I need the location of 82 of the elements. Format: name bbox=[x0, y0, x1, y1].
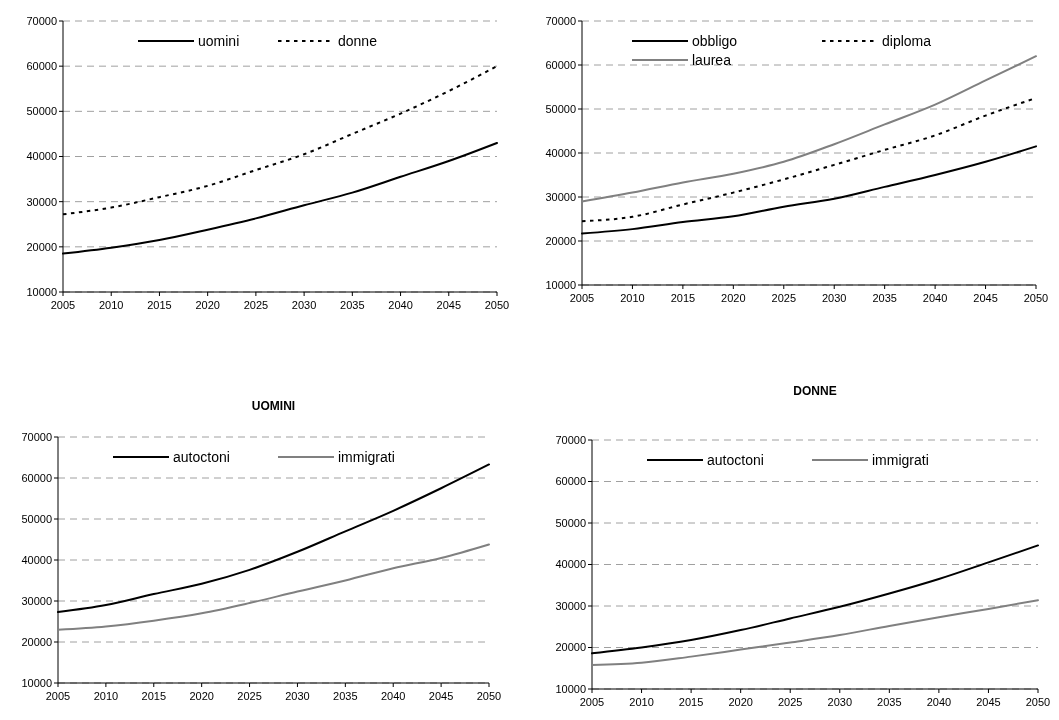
y-tick-label: 70000 bbox=[26, 14, 57, 27]
chart-title: DONNE bbox=[793, 384, 837, 398]
x-tick-label: 2010 bbox=[93, 690, 119, 702]
y-tick-label: 30000 bbox=[545, 190, 576, 203]
x-tick-label: 2045 bbox=[436, 299, 462, 311]
y-tick-label: 10000 bbox=[21, 676, 52, 689]
legend-label: uomini bbox=[198, 32, 240, 49]
x-tick-label: 2050 bbox=[1025, 696, 1051, 708]
x-tick-label: 2030 bbox=[827, 696, 853, 708]
chart-title: UOMINI bbox=[251, 399, 296, 413]
x-tick-label: 2050 bbox=[484, 299, 510, 311]
x-tick-label: 2035 bbox=[333, 690, 358, 702]
y-tick-label: 60000 bbox=[26, 60, 57, 73]
line-series bbox=[581, 55, 1037, 203]
x-tick-label: 2025 bbox=[777, 696, 803, 708]
x-tick-label: 2010 bbox=[98, 299, 124, 311]
x-tick-label: 2020 bbox=[728, 696, 753, 708]
x-tick-label: 2035 bbox=[877, 696, 902, 708]
y-tick-label: 60000 bbox=[545, 58, 576, 71]
x-tick-label: 2005 bbox=[569, 292, 595, 304]
x-tick-label: 2045 bbox=[976, 696, 1001, 708]
x-tick-label: 2015 bbox=[670, 292, 696, 304]
x-tick-label: 2040 bbox=[922, 292, 948, 304]
x-tick-label: 2030 bbox=[821, 292, 847, 304]
x-tick-label: 2025 bbox=[237, 690, 262, 702]
legend-label: obbligo bbox=[692, 32, 738, 49]
y-tick-label: 20000 bbox=[545, 234, 576, 247]
x-tick-label: 2030 bbox=[291, 299, 317, 311]
y-tick-label: 60000 bbox=[21, 471, 52, 484]
x-tick-label: 2040 bbox=[388, 299, 413, 311]
x-tick-label: 2015 bbox=[147, 299, 172, 311]
line-series bbox=[591, 599, 1039, 666]
y-tick-label: 20000 bbox=[21, 635, 52, 648]
y-tick-label: 10000 bbox=[555, 682, 586, 695]
y-tick-label: 50000 bbox=[21, 512, 52, 525]
x-tick-label: 2040 bbox=[380, 690, 406, 702]
legend-label: immigrati bbox=[872, 451, 929, 468]
y-tick-label: 30000 bbox=[555, 599, 586, 612]
x-tick-label: 2025 bbox=[243, 299, 269, 311]
y-tick-label: 50000 bbox=[555, 516, 586, 529]
x-tick-label: 2010 bbox=[629, 696, 654, 708]
x-tick-label: 2010 bbox=[620, 292, 645, 304]
y-tick-label: 70000 bbox=[545, 14, 576, 27]
x-tick-label: 2015 bbox=[678, 696, 704, 708]
x-tick-label: 2035 bbox=[340, 299, 365, 311]
x-tick-label: 2005 bbox=[45, 690, 71, 702]
x-tick-label: 2045 bbox=[428, 690, 454, 702]
x-tick-label: 2025 bbox=[771, 292, 797, 304]
legend-label: diploma bbox=[882, 32, 932, 49]
y-tick-label: 10000 bbox=[26, 285, 57, 298]
legend-label: autoctoni bbox=[173, 448, 230, 465]
y-tick-label: 50000 bbox=[545, 102, 576, 115]
x-tick-label: 2015 bbox=[141, 690, 167, 702]
x-tick-label: 2045 bbox=[973, 292, 998, 304]
y-tick-label: 40000 bbox=[545, 146, 576, 159]
legend-label: laurea bbox=[692, 51, 732, 68]
x-tick-label: 2020 bbox=[195, 299, 220, 311]
legend-label: donne bbox=[338, 32, 378, 49]
y-tick-label: 60000 bbox=[555, 475, 586, 488]
y-tick-label: 30000 bbox=[26, 195, 57, 208]
y-tick-label: 20000 bbox=[555, 641, 586, 654]
x-tick-label: 2040 bbox=[926, 696, 952, 708]
y-tick-label: 40000 bbox=[26, 150, 57, 163]
x-tick-label: 2035 bbox=[872, 292, 897, 304]
x-tick-label: 2050 bbox=[476, 690, 502, 702]
line-series bbox=[57, 543, 490, 631]
legend-label: immigrati bbox=[338, 448, 395, 465]
x-tick-label: 2030 bbox=[285, 690, 310, 702]
y-tick-label: 40000 bbox=[555, 558, 586, 571]
y-tick-label: 20000 bbox=[26, 240, 57, 253]
y-tick-label: 70000 bbox=[555, 433, 586, 446]
x-tick-label: 2050 bbox=[1023, 292, 1049, 304]
x-tick-label: 2005 bbox=[50, 299, 76, 311]
legend-label: autoctoni bbox=[707, 451, 764, 468]
x-tick-label: 2020 bbox=[721, 292, 746, 304]
x-tick-label: 2005 bbox=[579, 696, 605, 708]
x-tick-label: 2020 bbox=[189, 690, 214, 702]
y-tick-label: 50000 bbox=[26, 105, 57, 118]
y-tick-label: 70000 bbox=[21, 430, 52, 443]
y-tick-label: 10000 bbox=[545, 278, 576, 291]
y-tick-label: 40000 bbox=[21, 553, 52, 566]
y-tick-label: 30000 bbox=[21, 594, 52, 607]
